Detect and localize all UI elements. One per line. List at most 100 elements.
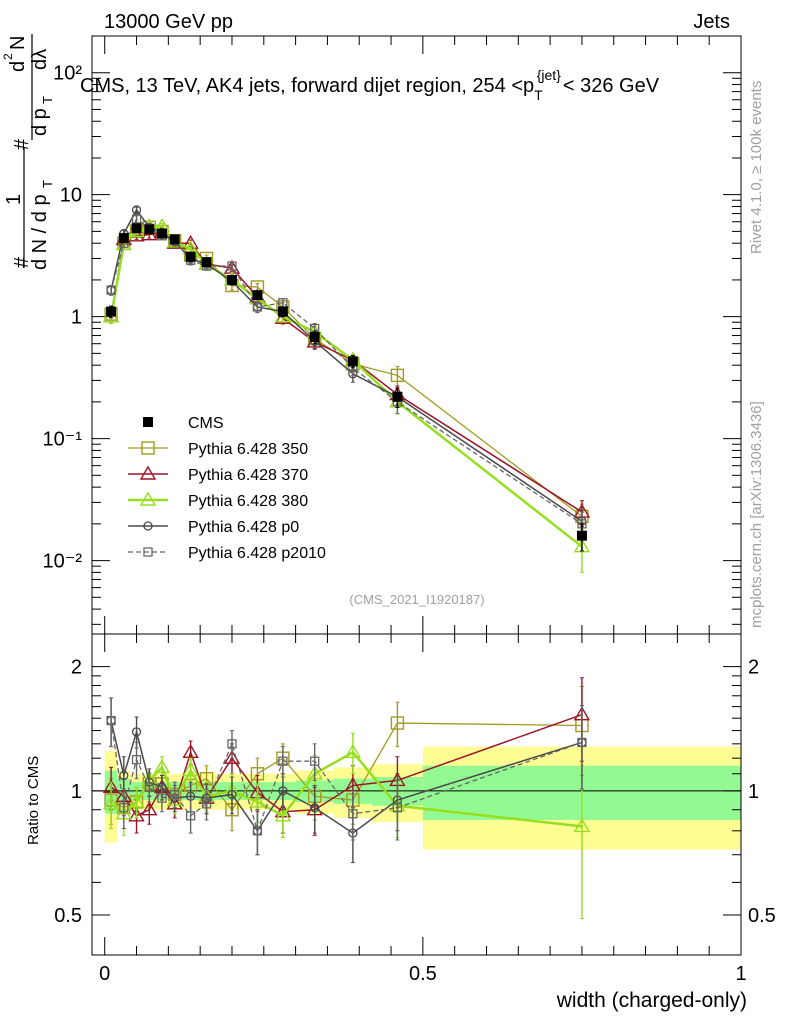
data-point (201, 257, 212, 268)
series-p370 (102, 224, 591, 528)
legend-item-p370: Pythia 6.428 370 (128, 465, 308, 484)
plot-title-main: CMS, 13 TeV, AK4 jets, forward dijet reg… (80, 75, 534, 97)
legend-label: Pythia 6.428 p2010 (188, 545, 326, 562)
ratio-y-tick-label-right: 1 (748, 781, 759, 803)
y-tick-label: 10² (53, 63, 82, 85)
plot-title: CMS, 13 TeV, AK4 jets, forward dijet reg… (80, 67, 660, 103)
ratio-y-tick-label-right: 2 (748, 657, 759, 679)
legend-marker (143, 521, 153, 531)
data-point (144, 224, 155, 235)
data-point (310, 756, 320, 766)
series-p380 (102, 217, 591, 573)
data-point (278, 756, 288, 766)
legend-item-p2010: Pythia 6.428 p2010 (128, 545, 326, 562)
data-point (144, 782, 154, 792)
ratio-plot: 0 0.5 1 0.5 0.5 1 1 2 2 (54, 633, 776, 985)
x-tick-label: 1 (735, 963, 746, 985)
data-point (252, 302, 263, 312)
ratio-frame (91, 633, 742, 956)
data-point (278, 786, 288, 796)
y-tick-label: 1 (71, 307, 82, 329)
ratio-uncertainty-band (92, 746, 741, 850)
y-axis-ratio-label: Ratio to CMS (25, 756, 42, 845)
y-axis-main-label: # 1 d N / d p T # d 2 N d p T dλ (1, 34, 55, 270)
y-tick-label: 10⁻² (43, 551, 83, 573)
data-point (131, 755, 142, 765)
series-p2010 (106, 697, 587, 856)
legend-marker (143, 547, 153, 557)
data-point (390, 716, 405, 730)
data-point (226, 274, 237, 285)
data-point (274, 807, 292, 822)
plot-title-sup: {jet} (537, 67, 561, 83)
data-point (227, 261, 237, 271)
data-point (347, 356, 358, 367)
y-label-dp: d p (29, 108, 51, 136)
data-point (252, 290, 263, 301)
series-line (110, 720, 583, 833)
data-point (156, 228, 167, 239)
legend-label: Pythia 6.428 p0 (188, 519, 299, 536)
ratio-y-tick-label: 0.5 (54, 905, 82, 927)
header-energy: 13000 GeV pp (104, 11, 233, 33)
legend-marker (139, 491, 157, 506)
legend-label: Pythia 6.428 350 (188, 441, 308, 458)
data-point (392, 803, 403, 813)
data-point (227, 739, 237, 749)
legend-marker (139, 465, 157, 480)
y-label-hash2: # (11, 138, 33, 150)
data-point (106, 285, 116, 295)
legend-label: Pythia 6.428 380 (188, 493, 308, 510)
data-point (106, 306, 117, 317)
y-label-dlambda: dλ (29, 49, 51, 70)
data-point (576, 530, 587, 541)
data-point (169, 234, 180, 245)
legend-marker (143, 417, 153, 427)
data-point (185, 251, 196, 262)
data-point (153, 758, 171, 774)
y-label-T2: T (40, 96, 55, 104)
data-point (182, 743, 199, 759)
y-label-N: N (7, 36, 29, 50)
y-label-d2: d (7, 61, 29, 72)
data-point (128, 793, 145, 808)
series-p0 (106, 205, 587, 537)
data-point (277, 306, 288, 317)
main-plot: 10⁻² 10⁻¹ 1 10 10² (43, 35, 742, 955)
mcplots-label: mcplots.cern.ch [arXiv:1306.3436] (748, 401, 765, 628)
data-point (170, 789, 180, 800)
legend-item-p350: Pythia 6.428 350 (128, 441, 308, 458)
y-label-hash1: # (11, 256, 33, 268)
data-point (182, 762, 199, 777)
plot-title-sub: T (534, 87, 543, 103)
data-point (201, 799, 212, 809)
data-point (131, 727, 142, 737)
ratio-y-tick-label-right: 0.5 (748, 905, 776, 927)
data-point (252, 826, 263, 836)
data-point (392, 391, 403, 402)
y-tick-label: 10⁻¹ (43, 429, 83, 451)
ratio-y-tick-label: 2 (71, 657, 82, 679)
data-point (128, 807, 145, 822)
x-tick-label: 0 (99, 963, 110, 985)
data-point (309, 332, 320, 343)
data-point (141, 801, 158, 816)
legend-item-p380: Pythia 6.428 380 (128, 491, 308, 510)
series-p2010 (106, 214, 587, 540)
x-axis-label: width (charged-only) (556, 989, 747, 1012)
legend-label: CMS (188, 415, 224, 432)
header-category: Jets (693, 11, 730, 33)
data-point (573, 818, 591, 833)
series-p350 (104, 220, 589, 533)
data-point (157, 793, 167, 803)
data-point (577, 737, 587, 748)
y-tick-label: 10 (60, 185, 82, 207)
y-label-one: 1 (3, 194, 25, 205)
data-point (118, 233, 129, 244)
rivet-label: Rivet 4.1.0, ≥ 100k events (748, 81, 765, 254)
ratio-y-tick-label: 1 (71, 781, 82, 803)
x-tick-label: 0.5 (409, 963, 437, 985)
legend-marker (141, 441, 155, 455)
data-point (131, 223, 142, 234)
data-point (119, 803, 129, 813)
